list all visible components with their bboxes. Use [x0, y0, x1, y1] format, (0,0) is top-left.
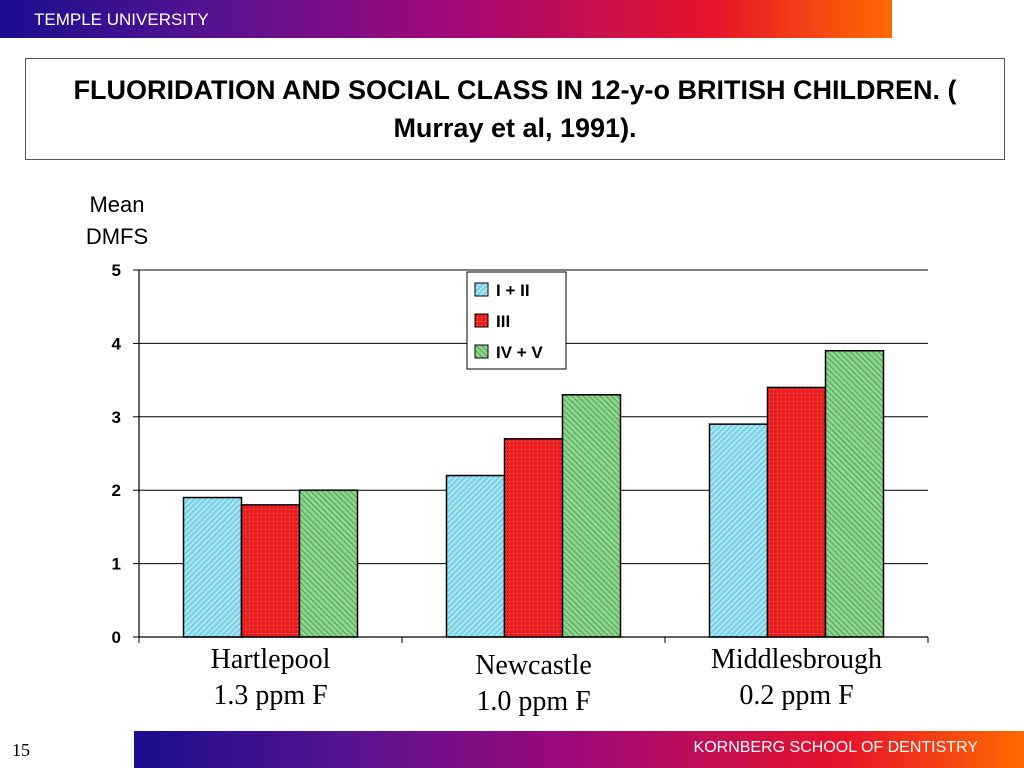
- y-tick-label: 3: [112, 408, 121, 427]
- bar: [561, 394, 622, 638]
- category-fluoride-level: 1.3 ppm F: [213, 680, 328, 711]
- legend-label: I + II: [496, 281, 530, 300]
- y-axis-label: DMFS: [86, 224, 148, 249]
- legend-swatch: [474, 344, 489, 359]
- y-tick-label: 5: [112, 261, 121, 280]
- y-tick-label: 2: [112, 481, 121, 500]
- category-label: Hartlepool 1.3 ppm F: [151, 642, 391, 714]
- category-name: Hartlepool: [210, 644, 331, 675]
- bar: [298, 489, 359, 638]
- title-box: FLUORIDATION AND SOCIAL CLASS IN 12-y-o …: [25, 58, 1005, 160]
- category-name: Newcastle: [475, 650, 592, 681]
- bar: [766, 386, 827, 638]
- institution-name: TEMPLE UNIVERSITY: [34, 10, 209, 29]
- bar: [182, 496, 243, 638]
- bar: [824, 349, 885, 638]
- bar: [445, 474, 506, 638]
- legend-swatch: [474, 282, 489, 297]
- legend-label: IV + V: [496, 343, 543, 362]
- bar: [708, 423, 769, 638]
- category-name: Middlesbrough: [710, 644, 883, 675]
- category-label: Newcastle 1.0 ppm F: [414, 648, 654, 720]
- footer-banner: KORNBERG SCHOOL OF DENTISTRY: [134, 731, 1024, 768]
- y-axis-label: Mean: [89, 192, 144, 217]
- bar: [240, 504, 301, 638]
- legend-swatch: [474, 313, 489, 328]
- chart-title: FLUORIDATION AND SOCIAL CLASS IN 12-y-o …: [73, 75, 957, 143]
- header-banner: TEMPLE UNIVERSITY: [0, 0, 892, 38]
- category-fluoride-level: 1.0 ppm F: [476, 686, 591, 717]
- y-tick-label: 0: [112, 628, 121, 647]
- y-tick-label: 1: [112, 555, 121, 574]
- category-fluoride-level: 0.2 ppm F: [739, 680, 854, 711]
- slide-number: 15: [12, 740, 30, 760]
- school-name: KORNBERG SCHOOL OF DENTISTRY: [693, 739, 978, 756]
- legend-label: III: [496, 312, 510, 331]
- bar: [503, 438, 564, 638]
- y-tick-label: 4: [112, 334, 122, 353]
- category-label: Middlesbrough 0.2 ppm F: [677, 642, 917, 714]
